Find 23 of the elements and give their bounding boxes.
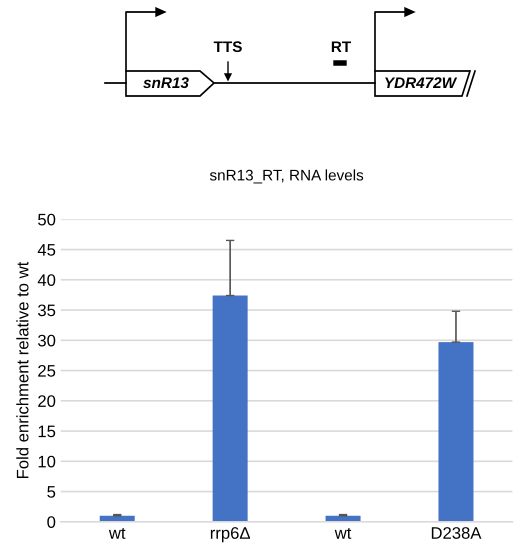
- x-tick-label: D238A: [432, 527, 482, 539]
- y-tick-label: 50: [38, 214, 56, 226]
- y-tick-label: 25: [38, 364, 56, 377]
- text: snR13: [143, 77, 189, 88]
- y-tick-label: 10: [38, 456, 56, 468]
- y-tick-label: 45: [38, 244, 56, 256]
- text: YDR472W: [385, 77, 458, 88]
- text: RT: [332, 41, 352, 52]
- text: TTS: [214, 41, 242, 52]
- y-tick-label: 5: [47, 486, 56, 498]
- y-tick-label: 35: [38, 304, 56, 316]
- x-tick-label: wt: [334, 528, 352, 539]
- y-tick-label: 40: [38, 274, 56, 286]
- y-tick-label: 30: [38, 334, 56, 346]
- x-tick-label: rrp6Δ: [210, 527, 250, 542]
- y-tick-label: 0: [47, 516, 56, 528]
- chart-title: snR13_RT, RNA levels: [210, 169, 364, 184]
- x-tick-label: wt: [108, 528, 126, 539]
- y-axis-title: Fold enrichment relative to wt: [16, 262, 29, 478]
- y-tick-label: 15: [38, 426, 56, 438]
- bar: [212, 296, 248, 522]
- bar: [438, 342, 474, 522]
- y-tick-label: 20: [38, 395, 56, 407]
